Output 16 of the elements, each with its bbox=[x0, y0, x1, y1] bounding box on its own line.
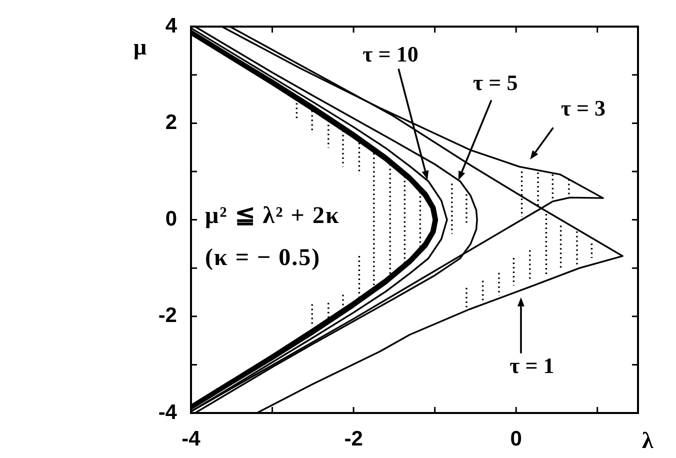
x-tick-label: 0 bbox=[510, 427, 522, 450]
y-tick-label: 2 bbox=[165, 110, 177, 134]
annotation: (κ = − 0.5) bbox=[205, 244, 321, 271]
annotation: τ = 10 bbox=[362, 41, 418, 66]
annotation: μ² ≦ λ² + 2κ bbox=[205, 202, 340, 229]
x-axis-title: λ bbox=[642, 428, 654, 453]
y-tick-label: -4 bbox=[158, 400, 178, 424]
y-tick-label: 0 bbox=[165, 208, 177, 231]
annotation: τ = 3 bbox=[560, 95, 606, 120]
annotation: τ = 1 bbox=[510, 353, 554, 378]
annotation: τ = 5 bbox=[473, 70, 518, 95]
y-tick-label: -2 bbox=[158, 304, 177, 328]
y-axis-title: μ bbox=[133, 34, 147, 60]
x-tick-label: -4 bbox=[182, 427, 201, 450]
x-tick-label: -2 bbox=[344, 427, 363, 450]
y-tick-label: 4 bbox=[165, 14, 178, 38]
